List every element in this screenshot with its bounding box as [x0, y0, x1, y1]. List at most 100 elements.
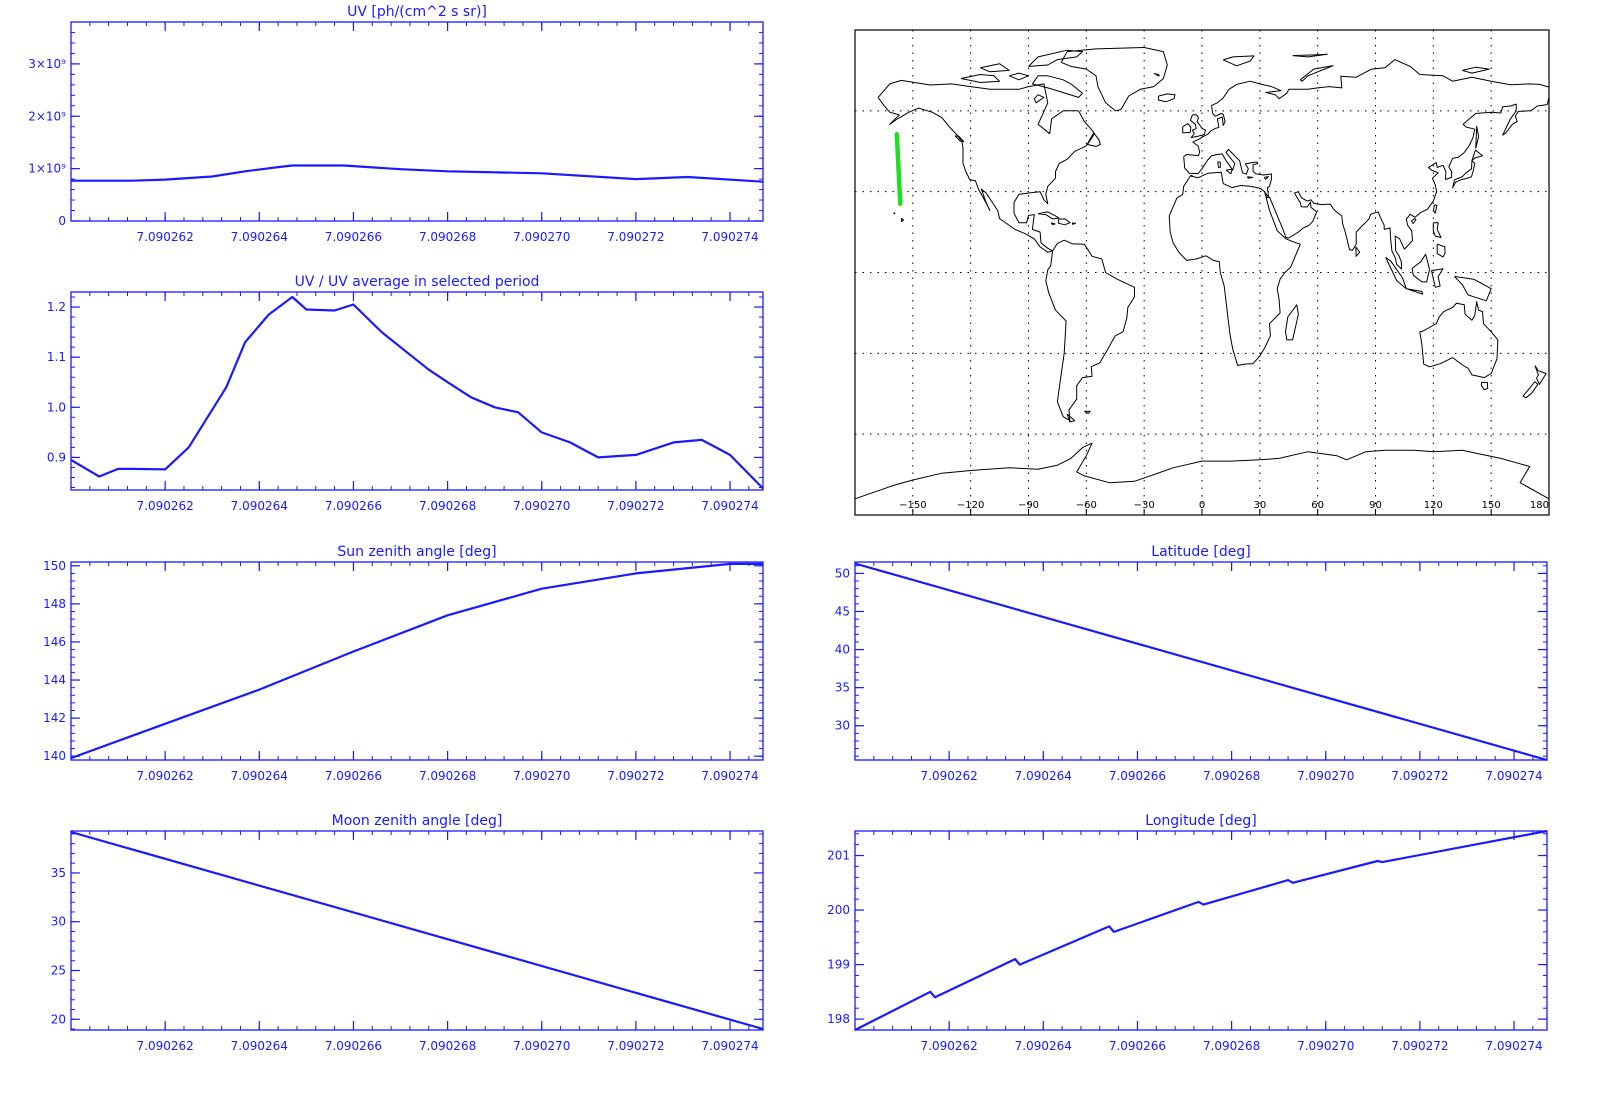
chart-title: Longitude [deg] [1145, 813, 1256, 829]
map-x-tick-label: 0 [1199, 500, 1205, 511]
coastline [954, 135, 965, 143]
coastline [980, 63, 1010, 73]
x-tick-label: 7.090270 [513, 1039, 570, 1053]
chart-moon-zenith: Moon zenith angle [deg] 7.090262 7.090264 7… [51, 813, 764, 1053]
chart-latitude: Latitude [deg] 7.090262 7.090264 7.090266 7.… [835, 544, 1548, 783]
y-tick-label: 198 [827, 1012, 850, 1026]
coastline [1225, 168, 1233, 175]
coastline [1028, 49, 1083, 67]
x-tick-label: 7.090270 [513, 769, 570, 783]
series-line [70, 830, 764, 1031]
x-tick-label: 7.090262 [137, 499, 194, 513]
coastline [900, 217, 905, 223]
y-tick-label: 40 [835, 643, 850, 657]
coastline [1432, 222, 1442, 238]
coastline [1050, 222, 1056, 225]
coastline [1462, 66, 1490, 74]
ground-track [894, 132, 903, 207]
x-tick-label: 7.090272 [1391, 1039, 1448, 1053]
coastline [1263, 176, 1269, 180]
x-tick-label: 7.090266 [1109, 1039, 1166, 1053]
coastline [1153, 73, 1160, 77]
chart-title: Sun zenith angle [deg] [337, 544, 496, 560]
x-tick-label: 7.090268 [1203, 769, 1260, 783]
x-tick-label: 7.090270 [513, 230, 570, 244]
x-tick-label: 7.090274 [701, 230, 758, 244]
x-tick-label: 7.090262 [137, 230, 194, 244]
map-x-tick-label: −60 [1076, 500, 1097, 511]
series-line [854, 562, 1548, 762]
x-tick-label: 7.090264 [1015, 1039, 1072, 1053]
coastline [1471, 149, 1483, 162]
coastline [1534, 365, 1547, 385]
chart-uv-ratio: UV / UV average in selected period 7.0902… [47, 274, 764, 513]
y-tick-label: 50 [835, 566, 850, 580]
map-x-tick-label: −120 [957, 500, 984, 511]
coastline [1086, 133, 1101, 147]
x-tick-label: 7.090262 [137, 769, 194, 783]
map-x-tick-label: 120 [1424, 500, 1443, 511]
y-tick-label: 45 [835, 605, 850, 619]
y-tick-label: 30 [51, 915, 66, 929]
x-tick-label: 7.090272 [607, 1039, 664, 1053]
x-tick-label: 7.090268 [419, 499, 476, 513]
coastline [1454, 276, 1492, 302]
y-tick-label: 144 [43, 673, 66, 687]
coastline [1038, 211, 1060, 220]
y-tick-label: 200 [827, 903, 850, 917]
y-tick-label: 201 [827, 849, 850, 863]
chart-title: UV / UV average in selected period [295, 274, 540, 290]
x-tick-label: 7.090266 [325, 1039, 382, 1053]
y-tick-label: 30 [835, 719, 850, 733]
coastline [854, 442, 1550, 500]
plot-frame [854, 561, 1548, 761]
x-tick-label: 7.090274 [1485, 769, 1542, 783]
coastline [1182, 123, 1192, 134]
x-tick-label: 7.090268 [419, 1039, 476, 1053]
coastline [1481, 381, 1489, 391]
x-tick-label: 7.090264 [231, 499, 288, 513]
coastline [1060, 47, 1168, 112]
coastline [1072, 222, 1076, 225]
x-tick-label: 7.090274 [701, 769, 758, 783]
x-tick-label: 7.090268 [419, 769, 476, 783]
x-tick-label: 7.090272 [607, 769, 664, 783]
plot-frame [70, 291, 764, 491]
y-tick-label: 2×10⁹ [28, 109, 66, 123]
y-tick-label: 142 [43, 711, 66, 725]
coastline [1066, 413, 1076, 423]
series-line [70, 295, 764, 490]
x-tick-label: 7.090262 [921, 1039, 978, 1053]
map-frame [854, 29, 1550, 516]
coastline [1475, 125, 1480, 149]
map-x-tick-label: −30 [1134, 500, 1155, 511]
x-tick-label: 7.090274 [701, 1039, 758, 1053]
coastline [1217, 161, 1221, 168]
x-tick-label: 7.090266 [325, 230, 382, 244]
coastline [1009, 72, 1029, 81]
y-tick-label: 1×10⁹ [28, 162, 66, 176]
map-x-tick-label: 30 [1253, 500, 1266, 511]
coastline [1222, 55, 1255, 67]
coastline [893, 212, 896, 215]
plot-frame [70, 21, 764, 222]
chart-sun-zenith: Sun zenith angle [deg] 7.090262 7.090264 7.… [43, 544, 764, 783]
y-tick-label: 140 [43, 749, 66, 763]
chart-uv: UV [ph/(cm^2 s sr)] 7.090262 7.090264 7.090… [28, 4, 764, 244]
coastline [1355, 246, 1361, 257]
coastline [1168, 171, 1301, 366]
series-line [71, 164, 764, 183]
y-tick-label: 146 [43, 635, 66, 649]
x-tick-label: 7.090270 [1297, 769, 1354, 783]
coastline [1452, 160, 1476, 189]
plot-frame [70, 561, 764, 761]
map-x-tick-label: −150 [899, 500, 926, 511]
map-x-tick-label: 180 [1530, 500, 1549, 511]
y-tick-label: 199 [827, 958, 850, 972]
x-tick-label: 7.090272 [607, 499, 664, 513]
x-tick-label: 7.090266 [325, 499, 382, 513]
x-tick-label: 7.090274 [1485, 1039, 1542, 1053]
y-tick-label: 35 [835, 681, 850, 695]
y-tick-label: 1.0 [47, 400, 66, 414]
